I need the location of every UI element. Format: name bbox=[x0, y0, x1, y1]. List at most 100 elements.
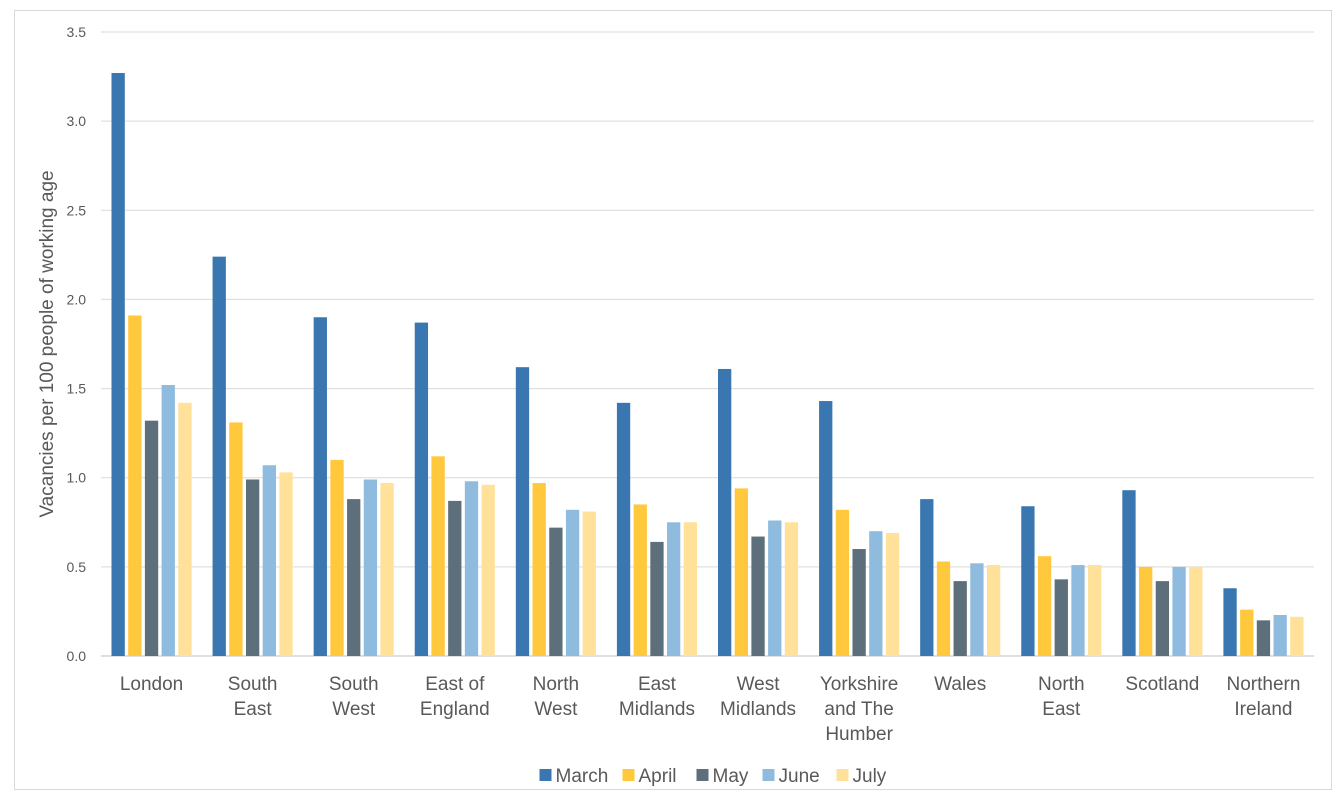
y-tick-label: 1.0 bbox=[67, 470, 87, 486]
bar-may bbox=[751, 536, 765, 656]
legend-label-july: July bbox=[853, 766, 887, 787]
bar-march bbox=[313, 317, 327, 656]
x-category-label: West Midlands bbox=[720, 674, 796, 720]
legend-swatch-may bbox=[696, 769, 709, 781]
x-category-label-line: East bbox=[1042, 699, 1081, 720]
legend-label-march: March bbox=[556, 766, 609, 787]
bar-march bbox=[1122, 490, 1136, 656]
bar-july bbox=[683, 522, 698, 656]
bar-march bbox=[414, 322, 429, 656]
x-category-label-line: East of bbox=[425, 674, 485, 695]
x-axis-categories: London South East South West East of England No… bbox=[120, 674, 1301, 745]
bar-july bbox=[279, 472, 293, 656]
x-category-label-line: Ireland bbox=[1234, 699, 1292, 720]
bar-july bbox=[178, 402, 192, 656]
x-category-label: South East bbox=[228, 674, 278, 720]
bar-may bbox=[448, 500, 462, 656]
bar-april bbox=[229, 422, 243, 656]
bar-june bbox=[1172, 566, 1186, 656]
legend-swatch-april bbox=[622, 769, 635, 781]
bar-july bbox=[1290, 616, 1304, 656]
bar-may bbox=[650, 541, 664, 656]
bar-april bbox=[1240, 609, 1254, 656]
bar-june bbox=[667, 522, 681, 656]
x-category-label-line: England bbox=[420, 699, 490, 720]
bar-march bbox=[920, 499, 934, 656]
bar-april bbox=[1037, 556, 1052, 656]
y-tick-label: 0.0 bbox=[67, 648, 87, 664]
bar-may bbox=[852, 549, 866, 656]
bar-april bbox=[532, 483, 546, 656]
bar-april bbox=[330, 459, 344, 656]
bar-may bbox=[347, 499, 361, 656]
x-category-label-line: Northern bbox=[1226, 674, 1300, 695]
x-category-label-line: West bbox=[332, 699, 376, 720]
bars bbox=[111, 73, 1304, 656]
bar-march bbox=[111, 73, 125, 656]
legend-label-april: April bbox=[639, 766, 677, 787]
x-category-label-line: Scotland bbox=[1125, 674, 1199, 695]
x-category-label-line: North bbox=[1038, 674, 1084, 695]
y-tick-label: 3.0 bbox=[67, 113, 87, 129]
legend-swatch-july bbox=[836, 769, 849, 781]
bar-april bbox=[835, 509, 850, 656]
y-tick-label: 2.0 bbox=[67, 291, 87, 307]
bar-april bbox=[633, 504, 647, 656]
x-category-label-line: West bbox=[737, 674, 781, 695]
x-category-label: South West bbox=[329, 674, 379, 720]
bar-july bbox=[380, 483, 394, 656]
bar-may bbox=[953, 581, 967, 656]
y-tick-label: 3.5 bbox=[67, 24, 87, 40]
x-category-label: London bbox=[120, 674, 183, 695]
y-tick-label: 2.5 bbox=[67, 202, 87, 218]
bar-june bbox=[768, 520, 782, 656]
bar-may bbox=[245, 479, 260, 656]
bar-march bbox=[616, 402, 631, 656]
legend-swatch-march bbox=[539, 769, 552, 781]
legend-label-may: May bbox=[713, 766, 749, 787]
bar-july bbox=[481, 484, 495, 656]
bar-march bbox=[515, 367, 530, 656]
x-category-label-line: South bbox=[228, 674, 278, 695]
x-category-label-line: Yorkshire bbox=[820, 674, 899, 695]
bar-april bbox=[128, 315, 142, 656]
x-category-label: Yorkshire and The Humber bbox=[820, 674, 899, 745]
x-category-label-line: Humber bbox=[825, 724, 893, 745]
x-category-label: Wales bbox=[934, 674, 986, 695]
bar-march bbox=[717, 368, 732, 656]
x-category-label: North West bbox=[533, 674, 579, 720]
y-axis-ticks: 0.0 0.5 1.0 1.5 2.0 2.5 3.0 3.5 bbox=[67, 24, 87, 664]
legend: March April May June July bbox=[539, 766, 887, 787]
x-category-label-line: Midlands bbox=[720, 699, 796, 720]
bar-may bbox=[144, 420, 159, 656]
x-category-label-line: London bbox=[120, 674, 183, 695]
legend-label-june: June bbox=[779, 766, 820, 787]
bar-april bbox=[734, 488, 748, 656]
bar-june bbox=[565, 509, 580, 656]
x-category-label: North East bbox=[1038, 674, 1084, 720]
x-category-label: East Midlands bbox=[619, 674, 695, 720]
bar-april bbox=[431, 456, 445, 656]
x-category-label: East of England bbox=[420, 674, 490, 720]
bar-june bbox=[161, 385, 175, 656]
x-category-label-line: and The bbox=[824, 699, 893, 720]
x-category-label: Northern Ireland bbox=[1226, 674, 1300, 720]
x-category-label-line: East bbox=[234, 699, 273, 720]
y-tick-label: 0.5 bbox=[67, 559, 87, 575]
x-category-label-line: West bbox=[534, 699, 578, 720]
y-tick-label: 1.5 bbox=[67, 381, 87, 397]
bar-june bbox=[262, 465, 276, 656]
gridlines bbox=[101, 31, 1314, 657]
bar-may bbox=[1256, 620, 1271, 656]
legend-swatch-june bbox=[762, 769, 775, 781]
bar-july bbox=[582, 511, 596, 656]
bar-april bbox=[936, 561, 951, 656]
bar-june bbox=[1071, 565, 1085, 656]
bar-march bbox=[212, 256, 226, 656]
bar-march bbox=[1021, 506, 1035, 656]
bar-march bbox=[1223, 588, 1237, 656]
bar-july bbox=[1088, 565, 1102, 656]
bar-july bbox=[1189, 566, 1203, 656]
bar-june bbox=[869, 531, 883, 656]
